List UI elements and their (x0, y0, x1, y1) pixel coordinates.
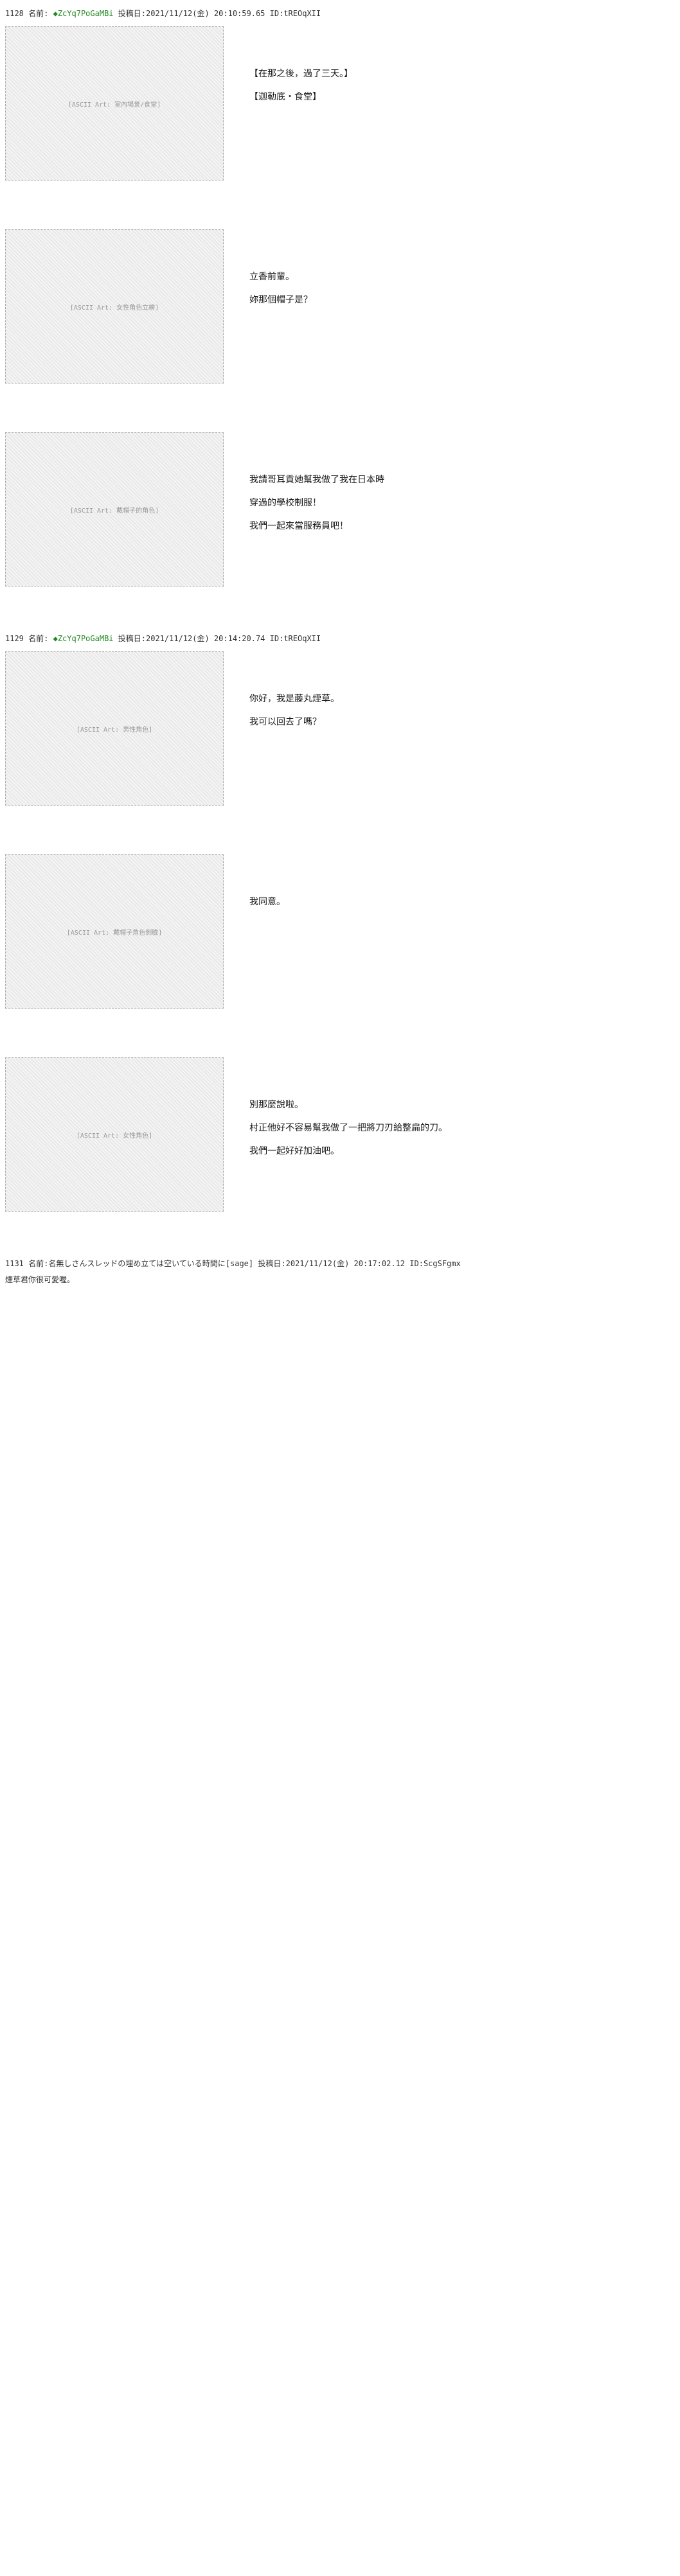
name-label: 名前: (28, 9, 48, 18)
post-body: [ASCII Art: 男性角色] 你好，我是藤丸煙草。 我可以回去了嗎？ (0, 646, 680, 811)
commenter-name: 名無しさんスレッドの埋め立ては空いている時間に (48, 1259, 225, 1268)
dialogue-line: 我請哥耳貢她幫我做了我在日本時 (249, 471, 384, 489)
date-label: 投稿日: (258, 1259, 285, 1268)
id-label: ID: (270, 9, 284, 18)
dialogue-line: 立香前輩。 (249, 268, 312, 286)
post-body: [ASCII Art: 室內場景/食堂] 【在那之後，過了三天。】 【迦勒底・食… (0, 21, 680, 186)
post-date: 2021/11/12(金) 20:14:20.74 (146, 634, 265, 643)
post-section: [ASCII Art: 室內場景/食堂] 【在那之後，過了三天。】 【迦勒底・食… (0, 21, 680, 186)
ascii-art: [ASCII Art: 室內場景/食堂] (5, 26, 224, 181)
dialogue-block: 我請哥耳貢她幫我做了我在日本時 穿過的學校制服！ 我們一起來當服務員吧！ (249, 432, 384, 540)
dialogue-line: 你好，我是藤丸煙草。 (249, 690, 339, 708)
post-section: [ASCII Art: 男性角色] 你好，我是藤丸煙草。 我可以回去了嗎？ (0, 646, 680, 811)
sage-mark: [sage] (226, 1259, 253, 1268)
dialogue-line: 我可以回去了嗎？ (249, 713, 339, 731)
post-section: [ASCII Art: 戴帽子角色側臉] 我同意。 (0, 849, 680, 1014)
post-section: [ASCII Art: 女性角色] 別那麼說啦。 村正他好不容易幫我做了一把將刀… (0, 1052, 680, 1217)
post-body: [ASCII Art: 戴帽子的角色] 我請哥耳貢她幫我做了我在日本時 穿過的學… (0, 427, 680, 592)
comment-date: 2021/11/12(金) 20:17:02.12 (286, 1259, 405, 1268)
name-label: 名前: (28, 1259, 48, 1268)
dialogue-line: 我同意。 (249, 893, 285, 911)
id-label: ID: (270, 634, 284, 643)
post-id: tREOqXII (283, 9, 321, 18)
comment-header: 1131 名前:名無しさんスレッドの埋め立ては空いている時間に[sage] 投稿… (0, 1255, 680, 1271)
poster-name: ◆ZcYq7PoGaMBi (53, 634, 114, 643)
dialogue-line: 穿過的學校制服！ (249, 494, 384, 512)
dialogue-line: 村正他好不容易幫我做了一把將刀刃給整扁的刀。 (249, 1119, 447, 1137)
comment-text: 煙草君你很可愛喔。 (0, 1271, 680, 1287)
ascii-art: [ASCII Art: 戴帽子的角色] (5, 432, 224, 587)
dialogue-line: 【迦勒底・食堂】 (249, 88, 353, 106)
post-number: 1129 (5, 634, 24, 643)
name-label: 名前: (28, 634, 48, 643)
poster-name: ◆ZcYq7PoGaMBi (53, 9, 114, 18)
ascii-art: [ASCII Art: 戴帽子角色側臉] (5, 854, 224, 1009)
post-id: tREOqXII (283, 634, 321, 643)
dialogue-line: 妳那個帽子是？ (249, 291, 312, 309)
comment-id: ScgSFgmx (424, 1259, 461, 1268)
post-body: [ASCII Art: 戴帽子角色側臉] 我同意。 (0, 849, 680, 1014)
date-label: 投稿日: (118, 9, 146, 18)
post-section: [ASCII Art: 女性角色立繪] 立香前輩。 妳那個帽子是？ (0, 224, 680, 389)
dialogue-line: 【在那之後，過了三天。】 (249, 65, 353, 83)
ascii-art: [ASCII Art: 女性角色] (5, 1057, 224, 1212)
ascii-art: [ASCII Art: 男性角色] (5, 651, 224, 806)
post-section: [ASCII Art: 戴帽子的角色] 我請哥耳貢她幫我做了我在日本時 穿過的學… (0, 427, 680, 592)
dialogue-block: 【在那之後，過了三天。】 【迦勒底・食堂】 (249, 26, 353, 111)
dialogue-block: 你好，我是藤丸煙草。 我可以回去了嗎？ (249, 651, 339, 736)
dialogue-line: 我們一起好好加油吧。 (249, 1142, 447, 1160)
post-body: [ASCII Art: 女性角色] 別那麼說啦。 村正他好不容易幫我做了一把將刀… (0, 1052, 680, 1217)
dialogue-line: 別那麼說啦。 (249, 1096, 447, 1114)
ascii-art: [ASCII Art: 女性角色立繪] (5, 229, 224, 384)
post-number: 1128 (5, 9, 24, 18)
dialogue-line: 我們一起來當服務員吧！ (249, 517, 384, 535)
post-date: 2021/11/12(金) 20:10:59.65 (146, 9, 265, 18)
dialogue-block: 別那麼說啦。 村正他好不容易幫我做了一把將刀刃給整扁的刀。 我們一起好好加油吧。 (249, 1057, 447, 1165)
dialogue-block: 我同意。 (249, 854, 285, 916)
dialogue-block: 立香前輩。 妳那個帽子是？ (249, 229, 312, 314)
post-header: 1128 名前: ◆ZcYq7PoGaMBi 投稿日:2021/11/12(金)… (0, 5, 680, 21)
post-body: [ASCII Art: 女性角色立繪] 立香前輩。 妳那個帽子是？ (0, 224, 680, 389)
comment-number: 1131 (5, 1259, 24, 1268)
id-label: ID: (409, 1259, 424, 1268)
date-label: 投稿日: (118, 634, 146, 643)
post-header: 1129 名前: ◆ZcYq7PoGaMBi 投稿日:2021/11/12(金)… (0, 630, 680, 646)
